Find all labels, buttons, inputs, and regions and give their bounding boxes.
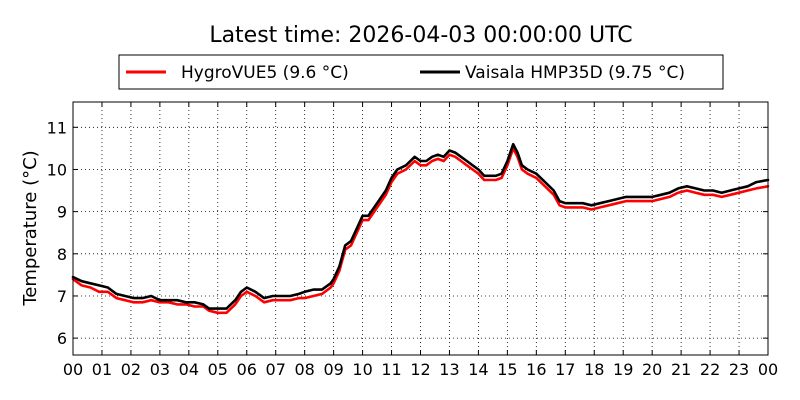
- y-tick-label: 8: [57, 245, 67, 264]
- series-layer: [71, 142, 770, 315]
- x-tick-label: 05: [208, 360, 228, 379]
- x-tick-label: 06: [237, 360, 257, 379]
- x-tick-label: 11: [381, 360, 401, 379]
- y-tick-label: 7: [57, 287, 67, 306]
- x-tick-label: 21: [671, 360, 691, 379]
- x-tick-label: 18: [584, 360, 604, 379]
- x-tick-label: 14: [468, 360, 488, 379]
- x-tick-label: 19: [613, 360, 633, 379]
- series-line-1: [71, 142, 770, 310]
- x-tick-label: 17: [555, 360, 575, 379]
- x-tick-label: 09: [323, 360, 343, 379]
- y-axis-label: Temperature (°C): [20, 150, 41, 306]
- x-tick-label: 16: [526, 360, 546, 379]
- x-tick-label: 15: [497, 360, 517, 379]
- x-tick-label: 00: [758, 360, 778, 379]
- x-tick-label: 08: [294, 360, 314, 379]
- x-tick-label: 12: [410, 360, 430, 379]
- legend-label-hygrovue5: HygroVUE5 (9.6 °C): [181, 63, 349, 83]
- x-tick-label: 13: [439, 360, 459, 379]
- y-tick-label: 9: [57, 203, 67, 222]
- x-tick-label: 22: [700, 360, 720, 379]
- x-tick-label: 02: [121, 360, 141, 379]
- x-tick-label: 23: [729, 360, 749, 379]
- x-tick-label: 03: [150, 360, 170, 379]
- x-tick-label: 00: [63, 360, 83, 379]
- chart-title: Latest time: 2026-04-03 00:00:00 UTC: [209, 23, 632, 48]
- ticks: 00 01 02 03 04 05 06 07 08 09 10 11 12 13 14 15 16 17 18 19…: [47, 102, 778, 379]
- y-tick-label: 10: [47, 160, 67, 179]
- legend: HygroVUE5 (9.6 °C) Vaisala HMP35D (9.75 …: [118, 54, 724, 90]
- legend-label-vaisala: Vaisala HMP35D (9.75 °C): [465, 63, 685, 83]
- x-tick-label: 20: [642, 360, 662, 379]
- y-tick-label: 11: [47, 118, 67, 137]
- x-tick-label: 07: [266, 360, 286, 379]
- x-tick-label: 10: [352, 360, 372, 379]
- series-line-0: [71, 147, 770, 315]
- y-tick-label: 6: [57, 329, 67, 348]
- x-tick-label: 01: [92, 360, 112, 379]
- x-tick-label: 04: [179, 360, 199, 379]
